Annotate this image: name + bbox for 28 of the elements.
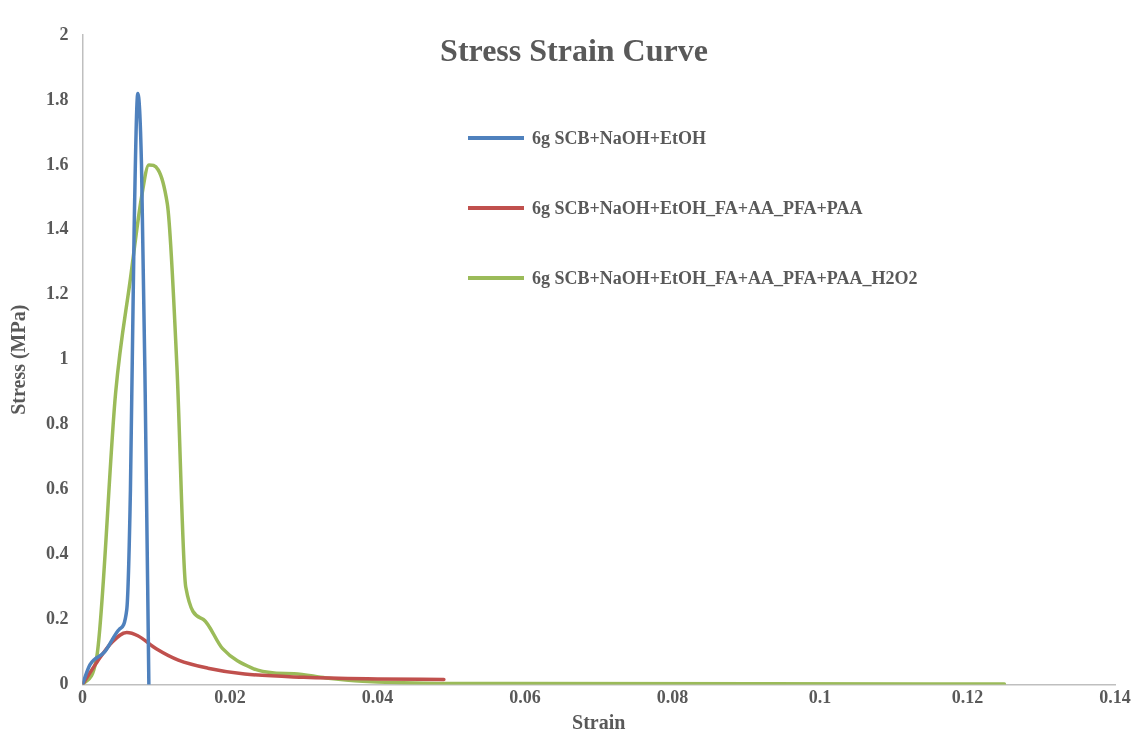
line-series [82, 163, 1007, 685]
line-series [82, 91, 151, 685]
y-tick-label: 1.2 [46, 283, 69, 304]
y-tick-label: 0.8 [46, 413, 69, 434]
x-tick-label: 0.12 [951, 686, 984, 707]
legend-label: 6g SCB+NaOH+EtOH_FA+AA_PFA+PAA_H2O2 [532, 267, 918, 289]
x-tick-label: 0.08 [656, 686, 689, 707]
y-tick-label: 0.6 [46, 478, 69, 499]
chart-title: Stress Strain Curve [440, 32, 708, 68]
y-tick-label: 0 [59, 673, 69, 694]
legend-label: 6g SCB+NaOH+EtOH [532, 127, 707, 149]
legend-label: 6g SCB+NaOH+EtOH_FA+AA_PFA+PAA [532, 197, 863, 219]
x-tick-label: 0.1 [808, 686, 832, 707]
y-tick-label: 0.4 [46, 543, 69, 564]
x-tick-label: 0.06 [509, 686, 541, 707]
y-tick-label: 2 [59, 23, 69, 44]
y-axis-title: Stress (MPa) [7, 304, 31, 415]
x-tick-label: 0.04 [361, 686, 394, 707]
x-tick-label: 0 [78, 686, 87, 707]
line-series [82, 630, 446, 685]
y-tick-label: 1.8 [46, 88, 69, 109]
x-tick-label: 0.02 [214, 686, 246, 707]
x-tick-label: 0.14 [1099, 686, 1131, 707]
y-tick-label: 1 [59, 348, 69, 369]
y-tick-label: 1.6 [46, 153, 69, 174]
x-axis-title: Strain [572, 711, 626, 734]
y-tick-label: 1.4 [46, 218, 69, 239]
y-tick-label: 0.2 [46, 608, 69, 629]
